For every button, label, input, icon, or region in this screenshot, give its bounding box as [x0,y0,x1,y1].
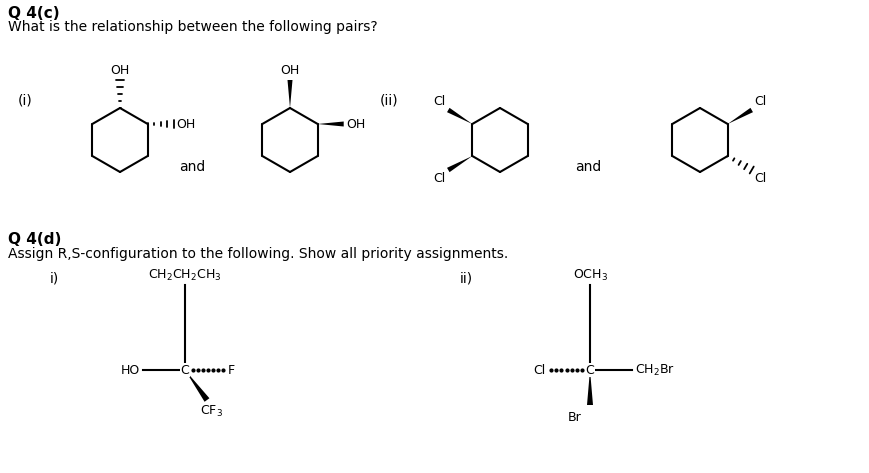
Text: i): i) [50,272,59,286]
Polygon shape [727,108,753,124]
Text: Cl: Cl [433,172,445,185]
Text: Br: Br [568,411,582,424]
Text: HO: HO [121,363,140,377]
Text: Cl: Cl [433,95,445,108]
Text: Assign R,S-configuration to the following. Show all priority assignments.: Assign R,S-configuration to the followin… [8,247,508,261]
Text: C: C [181,363,189,377]
Text: (ii): (ii) [380,93,399,107]
Text: Cl: Cl [754,95,767,108]
Text: OH: OH [110,64,129,77]
Text: CH$_2$CH$_2$CH$_3$: CH$_2$CH$_2$CH$_3$ [149,268,222,283]
Text: Cl: Cl [533,363,545,377]
Polygon shape [447,156,472,172]
Text: Q 4(d): Q 4(d) [8,232,62,247]
Polygon shape [318,122,344,126]
Text: ii): ii) [460,272,473,286]
Text: OH: OH [281,64,300,77]
Text: CF$_3$: CF$_3$ [200,404,222,419]
Text: (i): (i) [18,93,33,107]
Text: C: C [586,363,594,377]
Polygon shape [185,370,209,402]
Text: CH$_2$Br: CH$_2$Br [635,362,675,377]
Text: Cl: Cl [754,172,767,185]
Text: OH: OH [347,117,366,131]
Text: What is the relationship between the following pairs?: What is the relationship between the fol… [8,20,378,34]
Text: Q 4(c): Q 4(c) [8,6,60,21]
Polygon shape [288,80,293,108]
Polygon shape [447,108,472,124]
Text: and: and [575,160,601,174]
Text: OCH$_3$: OCH$_3$ [573,268,607,283]
Polygon shape [587,370,593,405]
Text: and: and [179,160,205,174]
Text: F: F [228,363,235,377]
Text: OH: OH [176,117,196,131]
